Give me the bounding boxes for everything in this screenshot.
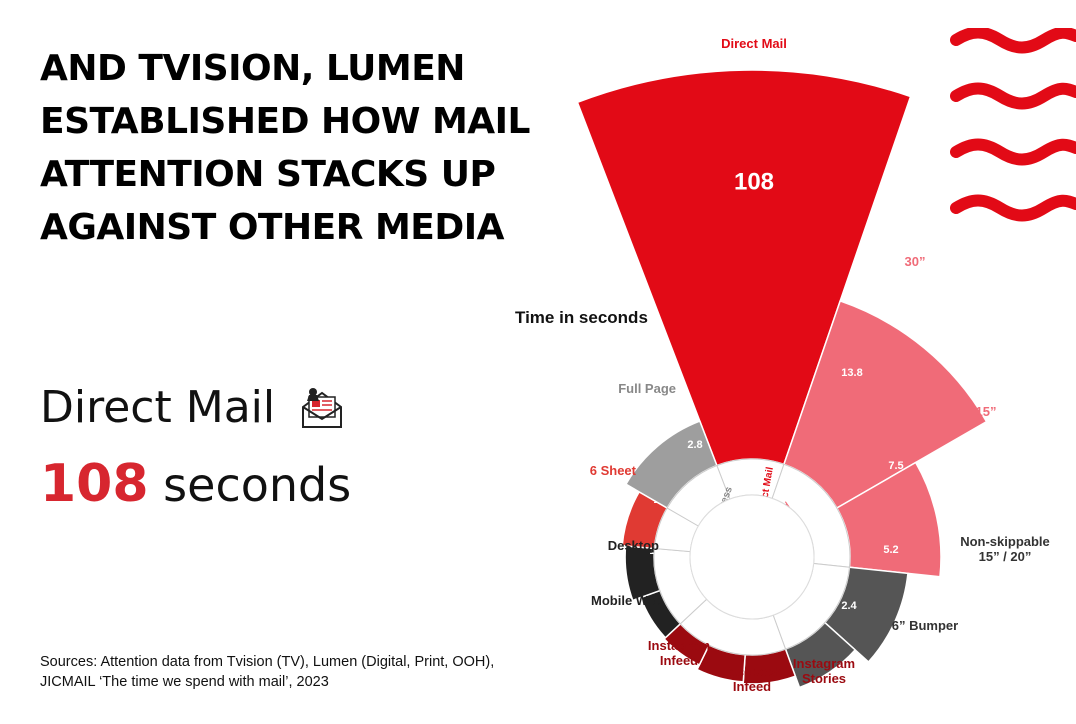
category-label-line: Infeed	[660, 653, 698, 668]
direct-mail-callout: Direct Mail	[40, 382, 345, 433]
headline-line: ESTABLISHED HOW MAIL	[40, 101, 530, 142]
category-label: Full Page	[618, 381, 676, 396]
wave-stroke	[950, 82, 1076, 110]
wave-stroke	[950, 28, 1076, 54]
value-label: 13.8	[841, 367, 862, 379]
category-label-line: Stories	[802, 671, 846, 686]
wave-stroke	[950, 194, 1076, 222]
category-label: Mobile Web	[591, 593, 663, 608]
category-label: Instagram Stories	[793, 656, 855, 686]
category-label: 15”	[976, 404, 997, 419]
category-label-line: Direct Mail	[721, 36, 787, 51]
category-label-line: Full Page	[618, 381, 676, 396]
seconds-callout: 108 seconds	[40, 454, 351, 514]
category-label-line: 6 Sheet	[590, 463, 637, 478]
category-label: Instagram Infeed	[648, 638, 710, 668]
category-label: Desktop	[608, 538, 659, 553]
category-label-line: 15” / 20”	[979, 549, 1032, 564]
headline: AND TVISION, LUMEN ESTABLISHED HOW MAIL …	[40, 42, 560, 254]
category-label: Facebook Infeed	[722, 664, 783, 694]
callout-title: Direct Mail	[40, 382, 276, 433]
chart-title: Time in seconds	[515, 308, 648, 327]
category-label-line: Mobile Web	[591, 593, 663, 608]
headline-line: AND TVISION, LUMEN	[40, 48, 465, 89]
category-label: Non-skippable 15” / 20”	[960, 534, 1050, 564]
sources-note: Sources: Attention data from Tvision (TV…	[40, 652, 560, 692]
category-label: 30”	[905, 254, 926, 269]
category-label-line: Infeed	[733, 679, 771, 694]
decorative-waves	[950, 28, 1076, 222]
chart-hub	[689, 494, 815, 620]
mail-envelope-icon	[302, 387, 343, 428]
value-label: 5.2	[883, 544, 898, 556]
category-label: 6 Sheet	[590, 463, 637, 478]
sources-line: JICMAIL ‘The time we spend with mail’, 2…	[40, 674, 329, 690]
callout-unit: seconds	[163, 458, 352, 512]
value-label: 108	[734, 168, 774, 195]
category-label-line: 15”	[976, 404, 997, 419]
category-label: Direct Mail	[721, 36, 787, 51]
value-label: 2.8	[687, 439, 702, 451]
category-label-line: 30”	[905, 254, 926, 269]
category-label-line: 6” Bumper	[892, 618, 958, 633]
wave-stroke	[950, 138, 1076, 166]
category-label-line: Instagram	[793, 656, 855, 671]
headline-line: AGAINST OTHER MEDIA	[40, 207, 505, 248]
category-label-line: Desktop	[608, 538, 659, 553]
category-label-line: Facebook	[722, 664, 783, 679]
category-label-line: Instagram	[648, 638, 710, 653]
callout-value: 108	[40, 454, 149, 514]
category-label: 6” Bumper	[892, 618, 958, 633]
sources-line: Sources: Attention data from Tvision (TV…	[40, 654, 495, 670]
headline-line: ATTENTION STACKS UP	[40, 154, 496, 195]
value-label: 2.4	[841, 600, 857, 612]
category-label-line: Non-skippable	[960, 534, 1050, 549]
value-label: 7.5	[888, 460, 903, 472]
